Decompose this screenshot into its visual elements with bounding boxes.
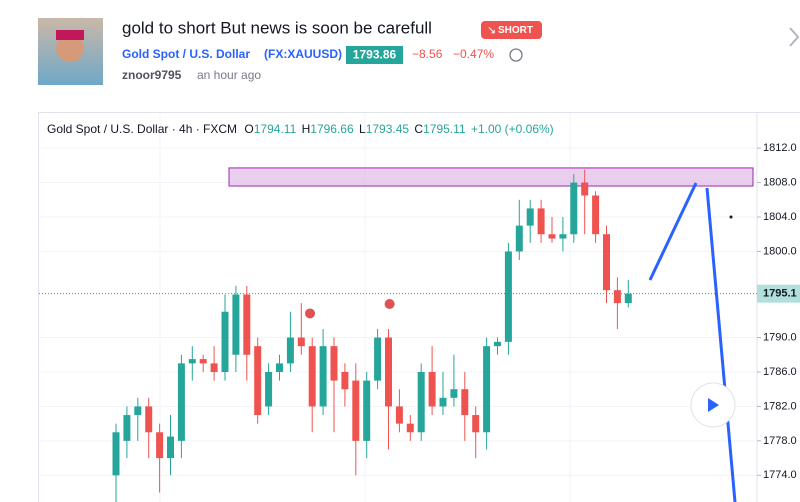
signal-dot xyxy=(384,298,395,309)
candle-body xyxy=(374,337,382,381)
candle-body xyxy=(581,182,589,196)
y-tick-label: 1800.0 xyxy=(763,245,797,257)
candle-body xyxy=(156,432,164,459)
candle-body xyxy=(232,294,240,355)
legend: Gold Spot / U.S. Dollar · 4h · FXCM O179… xyxy=(47,122,554,136)
legend-change: +1.00 (+0.06%) xyxy=(471,122,554,136)
avatar-face xyxy=(56,34,84,62)
candle-body xyxy=(199,359,207,364)
legend-l: L xyxy=(359,122,366,136)
last-price-label: 1795.1 xyxy=(763,288,797,300)
candle-body xyxy=(548,234,556,239)
candle-body xyxy=(494,341,501,347)
candle-body xyxy=(123,415,131,441)
change-pct: −0.47% xyxy=(453,47,494,61)
legend-c: C xyxy=(414,122,423,136)
candle-body xyxy=(112,432,120,476)
candle-body xyxy=(286,337,294,364)
candle-body xyxy=(210,363,218,372)
change: −8.56 xyxy=(412,47,443,61)
candle-body xyxy=(145,406,153,433)
close-chevron[interactable] xyxy=(789,27,800,47)
candle-body xyxy=(613,290,621,304)
drawn-line xyxy=(705,187,737,502)
candle-body xyxy=(276,363,283,372)
candle-body xyxy=(134,406,142,416)
legend-h-val: 1796.66 xyxy=(310,122,354,136)
drawn-line xyxy=(648,182,698,281)
y-tick-label: 1774.0 xyxy=(763,469,797,481)
candle-body xyxy=(603,234,610,291)
dot xyxy=(729,215,733,219)
symbol-link[interactable]: Gold Spot / U.S. Dollar xyxy=(122,47,250,61)
candle-body xyxy=(341,371,349,390)
author[interactable]: znoor9795 xyxy=(122,68,182,82)
plot xyxy=(39,147,757,502)
candle-body xyxy=(504,251,512,342)
candle-body xyxy=(526,208,534,226)
legend-h: H xyxy=(302,122,311,136)
candle-body xyxy=(265,371,273,407)
candle-body xyxy=(570,182,578,235)
legend-o: O xyxy=(244,122,253,136)
y-tick-label: 1790.0 xyxy=(763,331,797,343)
y-tick-label: 1778.0 xyxy=(763,435,797,447)
time: an hour ago xyxy=(197,68,261,82)
candle-body xyxy=(417,371,425,433)
legend-c-val: 1795.11 xyxy=(423,122,466,136)
candle-body xyxy=(450,389,458,398)
y-tick-label: 1786.0 xyxy=(763,366,797,378)
candle-body xyxy=(537,208,545,235)
candle-body xyxy=(515,225,523,252)
candle-body xyxy=(167,436,174,459)
candle-body xyxy=(243,294,251,355)
candle-body xyxy=(177,363,185,441)
candle-body xyxy=(592,195,600,235)
candle-body xyxy=(352,380,360,441)
price: 1793.86 xyxy=(353,48,397,62)
candle-body xyxy=(395,406,403,424)
candle-body xyxy=(363,380,371,441)
candle-body xyxy=(319,346,327,407)
y-tick-label: 1804.0 xyxy=(763,211,797,223)
play-icon xyxy=(708,398,719,412)
candle-body xyxy=(221,311,229,372)
y-tick-label: 1812.0 xyxy=(763,142,797,154)
candle-body xyxy=(188,359,196,364)
avatar-cap xyxy=(56,30,84,40)
candle-body xyxy=(406,423,414,433)
candle-body xyxy=(385,337,392,407)
ticker-link[interactable]: (FX:XAUUSD) xyxy=(264,47,342,61)
candle-body xyxy=(308,346,316,407)
legend-l-val: 1793.45 xyxy=(366,122,410,136)
candle-body xyxy=(483,346,491,433)
candle-body xyxy=(472,415,480,433)
candle-body xyxy=(559,234,567,239)
candle-body xyxy=(624,293,632,304)
candle-body xyxy=(428,371,436,407)
candle-body xyxy=(254,346,262,416)
y-tick-label: 1808.0 xyxy=(763,176,797,188)
badge-icon: ↘ xyxy=(487,24,496,36)
short-badge xyxy=(481,21,542,39)
last-price-box xyxy=(757,284,800,303)
resistance-zone xyxy=(228,167,754,187)
candle-body xyxy=(461,389,469,416)
idea-title: gold to short But news is soon be carefu… xyxy=(122,18,432,37)
candle-body xyxy=(439,397,447,407)
candle-body xyxy=(297,337,305,347)
alert-icon[interactable] xyxy=(509,48,523,62)
legend-o-val: 1794.11 xyxy=(254,122,297,136)
y-tick-label: 1782.0 xyxy=(763,400,797,412)
price-box xyxy=(346,46,403,64)
candle-body xyxy=(330,346,338,381)
badge-text: SHORT xyxy=(498,25,533,36)
legend-symbol: Gold Spot / U.S. Dollar · 4h · FXCM xyxy=(47,122,237,136)
signal-dot xyxy=(305,308,316,319)
